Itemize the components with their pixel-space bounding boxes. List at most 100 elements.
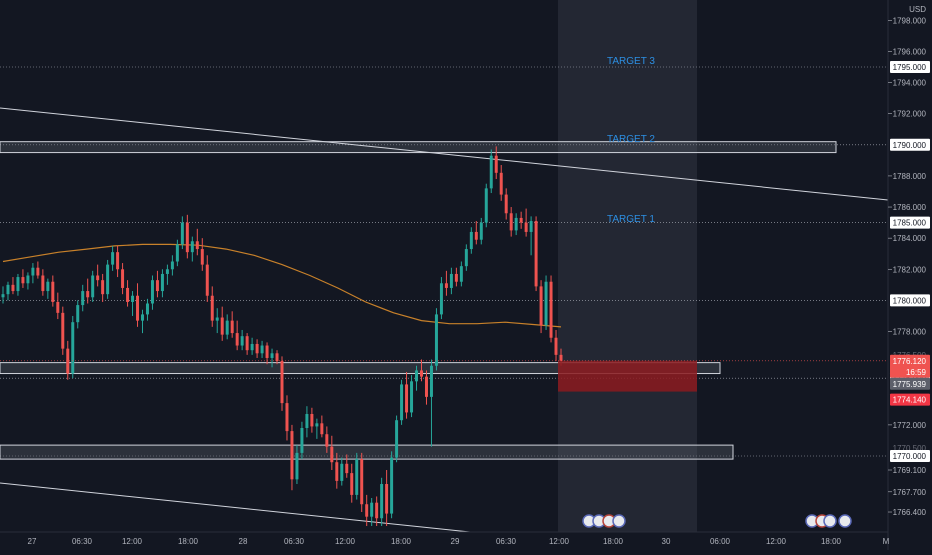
- candle-body: [6, 284, 10, 295]
- candle-body: [355, 459, 359, 495]
- time-tick-label: 29: [451, 537, 460, 546]
- candle-body: [190, 241, 194, 253]
- candle-body: [170, 261, 174, 270]
- candle-body: [200, 249, 204, 265]
- target-labels: TARGET 3 TARGET 2 TARGET 1: [607, 56, 655, 225]
- candle-body: [116, 252, 120, 270]
- candle-body: [71, 322, 75, 374]
- candle-body: [150, 280, 154, 304]
- support-resistance-zone-2[interactable]: [0, 444, 734, 460]
- event-icons[interactable]: [582, 514, 852, 528]
- candle-body: [464, 249, 468, 267]
- calendar-events-icon-2[interactable]: [805, 514, 852, 528]
- candle-body: [544, 281, 548, 326]
- candles-layer: [1, 146, 563, 527]
- candle-body: [489, 155, 493, 189]
- price-tick-label: 1796.000: [893, 47, 927, 56]
- price-tick-label: 1772.000: [893, 421, 927, 430]
- candle-body: [529, 221, 533, 232]
- time-ticks[interactable]: 27 06:30 12:00 18:00 28 06:30 12:00 18:00 29 06:3…: [28, 537, 890, 546]
- price-tick-label: 1766.400: [893, 508, 927, 517]
- price-tick-label-faded: 1770.500: [893, 444, 927, 453]
- time-tick-label: 18:00: [821, 537, 842, 546]
- price-tick-label: 1792.000: [893, 110, 927, 119]
- candle-body: [459, 266, 463, 282]
- candle-body: [454, 273, 458, 282]
- candle-body: [1, 294, 5, 298]
- candle-body: [51, 281, 55, 302]
- candle-body: [295, 452, 299, 480]
- time-tick-label: 18:00: [603, 537, 624, 546]
- candle-body: [260, 345, 264, 354]
- time-tick-label: 06:30: [284, 537, 305, 546]
- last-price-text: 1776.120: [893, 357, 927, 366]
- candle-body: [350, 473, 354, 495]
- upper-trendline[interactable]: [0, 107, 889, 201]
- time-tick-label: 06:00: [710, 537, 731, 546]
- time-tick-label: 27: [28, 537, 37, 546]
- lower-trendline[interactable]: [0, 482, 471, 533]
- candle-body: [155, 280, 159, 292]
- support-resistance-zone-0[interactable]: [0, 141, 837, 154]
- level-price-badge: [890, 216, 930, 229]
- candle-body: [275, 353, 279, 362]
- level-price-badge: [890, 61, 930, 73]
- candle-body: [474, 231, 478, 240]
- level-price-badge-text: 1785.000: [893, 219, 927, 228]
- level-price-badge-text: 1795.000: [893, 63, 927, 72]
- price-tick-label: 1769.100: [893, 466, 927, 475]
- candle-body: [479, 222, 483, 240]
- candle-body: [21, 277, 25, 284]
- candle-body: [41, 275, 45, 292]
- candle-body: [420, 370, 423, 377]
- candle-body: [46, 281, 50, 292]
- candle-body: [310, 413, 314, 427]
- candle-body: [121, 269, 125, 288]
- time-tick-label: 12:00: [549, 537, 570, 546]
- candle-body: [504, 194, 508, 214]
- candle-body: [136, 295, 140, 321]
- candle-body: [91, 275, 95, 298]
- candle-body: [111, 252, 115, 265]
- stop-loss-zone[interactable]: [558, 360, 697, 392]
- candle-body: [444, 283, 448, 288]
- candle-body: [390, 457, 394, 514]
- candle-body: [380, 484, 384, 519]
- level-price-badge: [890, 138, 930, 151]
- candle-body: [126, 287, 130, 302]
- candle-body: [210, 295, 214, 321]
- candle-body: [549, 281, 553, 338]
- support-resistance-zone-1[interactable]: [0, 362, 721, 375]
- candle-body: [205, 264, 209, 296]
- candle-body: [315, 423, 319, 427]
- price-tick-label: 1786.000: [893, 203, 927, 212]
- candle-body: [160, 273, 164, 292]
- candle-body: [131, 295, 135, 302]
- time-tick-label: 06:30: [72, 537, 93, 546]
- price-tick-label: 1782.000: [893, 265, 927, 274]
- candle-body: [429, 365, 433, 397]
- level-price-badge: [890, 450, 930, 462]
- candle-body: [56, 301, 60, 313]
- candle-body: [86, 291, 90, 298]
- candle-body: [250, 343, 254, 351]
- candle-body: [265, 345, 269, 358]
- candle-body: [410, 381, 414, 413]
- time-tick-label: 30: [662, 537, 671, 546]
- candle-body: [415, 370, 419, 382]
- candle-body: [66, 348, 70, 374]
- candle-body: [290, 431, 294, 480]
- candle-body: [469, 231, 473, 250]
- candle-body: [449, 273, 453, 288]
- price-tick-label: 1794.000: [893, 79, 927, 88]
- candle-body: [31, 267, 35, 276]
- time-tick-label: 12:00: [335, 537, 356, 546]
- price-tick-label: 1788.000: [893, 172, 927, 181]
- candle-body: [36, 267, 40, 276]
- candle-body: [61, 312, 65, 349]
- candle-body: [524, 222, 528, 232]
- price-tick-label: 1784.000: [893, 234, 927, 243]
- calendar-events-icon[interactable]: [582, 514, 626, 528]
